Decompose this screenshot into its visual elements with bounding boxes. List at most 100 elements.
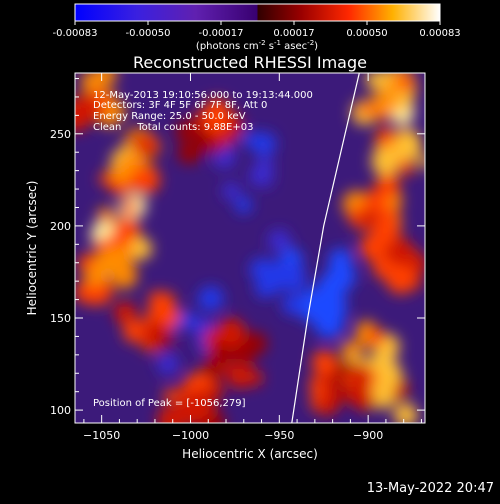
heatmap-cell-bright	[399, 161, 415, 176]
heatmap-cell-bright	[187, 126, 200, 139]
heatmap-cell-bright	[317, 394, 339, 416]
heatmap-cell-bright	[129, 237, 153, 261]
colorbar-units: (photons cm-2 s-1 asec-2)	[196, 39, 318, 52]
heatmap-cell-dim	[156, 352, 179, 376]
heatmap-cell-bright	[157, 291, 175, 309]
heatmap-cell-bright	[75, 104, 89, 132]
y-tick-labels: 100 150 200 250	[50, 128, 71, 417]
observation-annotations: 12-May-2013 19:10:56.000 to 19:13:44.000…	[93, 90, 313, 133]
solar-limb-curve	[291, 73, 360, 423]
heatmap-cell-dim	[222, 182, 241, 200]
heatmap-cell-dim	[198, 286, 224, 311]
heatmap-cell-bright	[228, 365, 252, 389]
heatmap-cell-dim	[268, 229, 291, 252]
peak-position-label: Position of Peak = [-1056,279]	[93, 398, 246, 409]
heatmap-cell-bright	[156, 405, 186, 423]
x-tick-label: −1050	[83, 429, 120, 442]
heatmap-cell-bright	[97, 207, 114, 224]
x-axis-label: Heliocentric X (arcsec)	[182, 447, 318, 461]
heatmap-cell-dim	[328, 248, 353, 273]
y-tick-label: 150	[50, 312, 71, 325]
y-tick-label: 200	[50, 220, 71, 233]
footer-timestamp: 13-May-2022 20:47	[366, 481, 494, 496]
heatmap-cell-bright	[113, 301, 137, 324]
colorbar-tick-label: 0.00050	[346, 28, 387, 39]
heatmap-cell-bright	[359, 208, 378, 227]
x-tick-label: −1000	[172, 429, 209, 442]
y-axis-label: Heliocentric Y (arcsec)	[25, 181, 39, 316]
heatmap-cell-bright	[105, 101, 126, 121]
heatmap-cell-bright	[367, 328, 385, 346]
annotation-detectors: Detectors: 3F 4F 5F 6F 7F 8F, Att 0	[93, 100, 267, 111]
heatmap-cell-bright	[393, 403, 418, 423]
image-plot	[75, 73, 425, 423]
annotation-clean-counts: Clean Total counts: 9.88E+03	[93, 122, 253, 133]
heatmap-cell-bright	[202, 358, 223, 379]
colorbar-tick-label: -0.00083	[53, 28, 98, 39]
colorbar-tick-labels: -0.00083 -0.00050 -0.00017 0.00017 0.00050 0.…	[53, 28, 461, 39]
heatmap-cell-dim	[255, 156, 274, 176]
heatmap-cell-bright	[163, 388, 178, 403]
annotation-energy-range: Energy Range: 25.0 - 50.0 keV	[93, 111, 246, 122]
heatmap-cell-bright	[371, 147, 400, 176]
heatmap-cell-bright	[387, 75, 404, 93]
heatmap-cell-bright	[367, 382, 395, 410]
heatmap-cell-bright	[115, 168, 132, 185]
x-tick-labels: −1050 −1000 −950 −900	[83, 429, 383, 442]
heatmap-cell-bright	[93, 249, 117, 274]
colorbar-tick-label: 0.00083	[419, 28, 460, 39]
colorbar-tick-label: -0.00050	[126, 28, 171, 39]
heatmap-cell-dim	[252, 132, 277, 156]
y-tick-label: 250	[50, 128, 71, 141]
heatmap-cell-bright	[122, 319, 147, 343]
heatmap-cell-dim	[297, 288, 332, 323]
heatmap-cell-bright	[111, 246, 135, 269]
colorbar-gradient	[74, 3, 441, 22]
heatmap-cell-bright	[418, 155, 425, 169]
heatmap-cell-bright	[311, 349, 337, 375]
chart-title: Reconstructed RHESSI Image	[133, 53, 367, 72]
heatmap-cell-bright	[203, 98, 231, 125]
heatmap-cell-dim	[281, 267, 307, 292]
heatmap-cell-bright	[99, 172, 112, 186]
heatmap-cell-bright	[352, 363, 372, 383]
heatmap-cell-bright	[351, 340, 364, 353]
heatmap-cell-bright	[398, 129, 421, 153]
heatmap-cell-dim	[265, 272, 286, 293]
heatmap-cell-bright	[373, 360, 403, 389]
heatmap-cell-bright	[188, 388, 214, 413]
heatmap-cell-dim	[249, 257, 274, 282]
heatmap-cell-bright	[158, 330, 176, 348]
heatmap-cell-bright	[129, 134, 146, 151]
x-tick-label: −950	[264, 429, 294, 442]
plot-frame	[74, 72, 426, 424]
heatmap-cell-bright	[82, 73, 95, 84]
heatmap-cell-bright	[210, 141, 223, 155]
heatmap-cell-bright	[131, 165, 161, 195]
heatmap-cell-bright	[177, 141, 201, 165]
colorbar-ticks	[74, 21, 441, 25]
heatmap-cell-bright	[122, 199, 137, 215]
heatmap-cell-bright	[358, 103, 371, 117]
y-tick-label: 100	[50, 404, 71, 417]
x-tick-label: −900	[353, 429, 383, 442]
heatmap-cell-bright	[378, 94, 395, 111]
heatmap-cell-bright	[93, 73, 117, 87]
heatmap-cell-bright	[386, 238, 415, 267]
heatmap-cell-bright	[385, 264, 416, 295]
heatmap-cell-dim	[235, 196, 253, 214]
heatmap-cell-bright	[216, 318, 246, 348]
heatmap-cell-bright	[141, 144, 157, 159]
colorbar-tick-label: 0.00017	[273, 28, 314, 39]
axis-ticks	[75, 73, 425, 423]
heatmap-cell-bright	[351, 387, 375, 411]
colorbar-tick-label: -0.00017	[199, 28, 244, 39]
heatmap-cell-bright	[340, 341, 356, 356]
heatmap-cell-bright	[376, 174, 400, 199]
heatmap-cell-dim	[282, 294, 303, 315]
colorbar: -0.00083 -0.00050 -0.00017 0.00017 0.00050 0.…	[53, 3, 461, 52]
heatmap-cell-bright	[376, 127, 394, 145]
annotation-time-range: 12-May-2013 19:10:56.000 to 19:13:44.000	[93, 90, 313, 101]
heatmap-cell-bright	[363, 190, 385, 212]
